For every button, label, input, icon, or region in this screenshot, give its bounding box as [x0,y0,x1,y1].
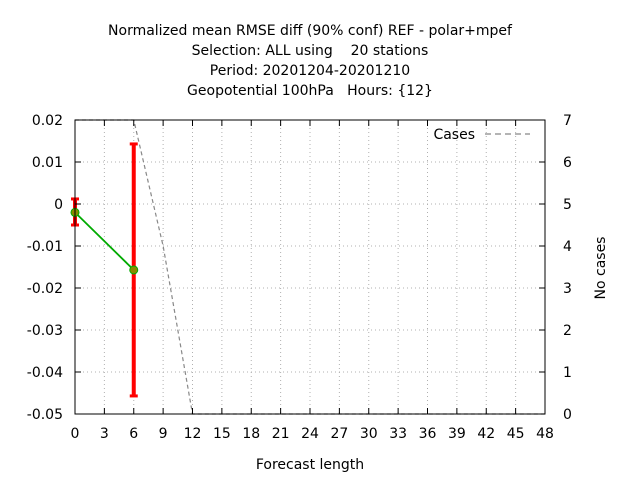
y2-tick-label: 6 [563,155,572,171]
title-line-2: Selection: ALL using 20 stations [192,43,429,59]
y2-tick-label: 1 [563,365,572,381]
x-tick-label: 12 [184,426,202,442]
x-tick-label: 6 [129,426,138,442]
x-tick-label: 3 [100,426,109,442]
rmse-diff-series [70,142,139,398]
x-tick-label: 18 [242,426,260,442]
x-tick-label: 21 [272,426,290,442]
x-tick-label: 27 [330,426,348,442]
y-tick-label: 0 [54,197,63,213]
x-tick-label: 48 [536,426,554,442]
y2-tick-label: 0 [563,407,572,423]
x-tick-label: 36 [419,426,437,442]
y2-tick-label: 3 [563,281,572,297]
y-tick-label: -0.05 [27,407,63,423]
y-tick-label: -0.01 [27,239,63,255]
grid [75,120,545,414]
x-tick-label: 30 [360,426,378,442]
y2-tick-label: 7 [563,113,572,129]
x-tick-label: 15 [213,426,231,442]
y2-axis-label: No cases [593,237,609,300]
title-line-4: Geopotential 100hPa Hours: {12} [187,83,433,99]
legend: Cases [433,127,530,143]
rmse-diff-line [74,211,135,271]
y2-tick-label: 4 [563,239,572,255]
x-tick-label: 39 [448,426,466,442]
y-tick-label: -0.04 [27,365,63,381]
y2-tick-label: 5 [563,197,572,213]
data-point [129,265,139,275]
y-tick-label: 0.01 [32,155,63,171]
y2-tick-label: 2 [563,323,572,339]
x-tick-label: 0 [71,426,80,442]
x-tick-label: 33 [389,426,407,442]
x-tick-label: 24 [301,426,319,442]
x-axis-label: Forecast length [256,457,364,473]
legend-label-cases: Cases [433,127,475,143]
title-line-1: Normalized mean RMSE diff (90% conf) REF… [108,23,513,39]
x-tick-label: 45 [507,426,525,442]
y-tick-label: -0.02 [27,281,63,297]
y-tick-label: -0.03 [27,323,63,339]
x-tick-label: 9 [159,426,168,442]
x-tick-label: 42 [477,426,495,442]
axis-ticks: 0 3 6 9 12 15 18 21 24 27 30 33 36 39 42 45 480.020.010-… [27,113,572,442]
title-line-3: Period: 20201204-20201210 [210,63,410,79]
y-tick-label: 0.02 [32,113,63,129]
chart-title: Normalized mean RMSE diff (90% conf) REF… [108,23,513,99]
